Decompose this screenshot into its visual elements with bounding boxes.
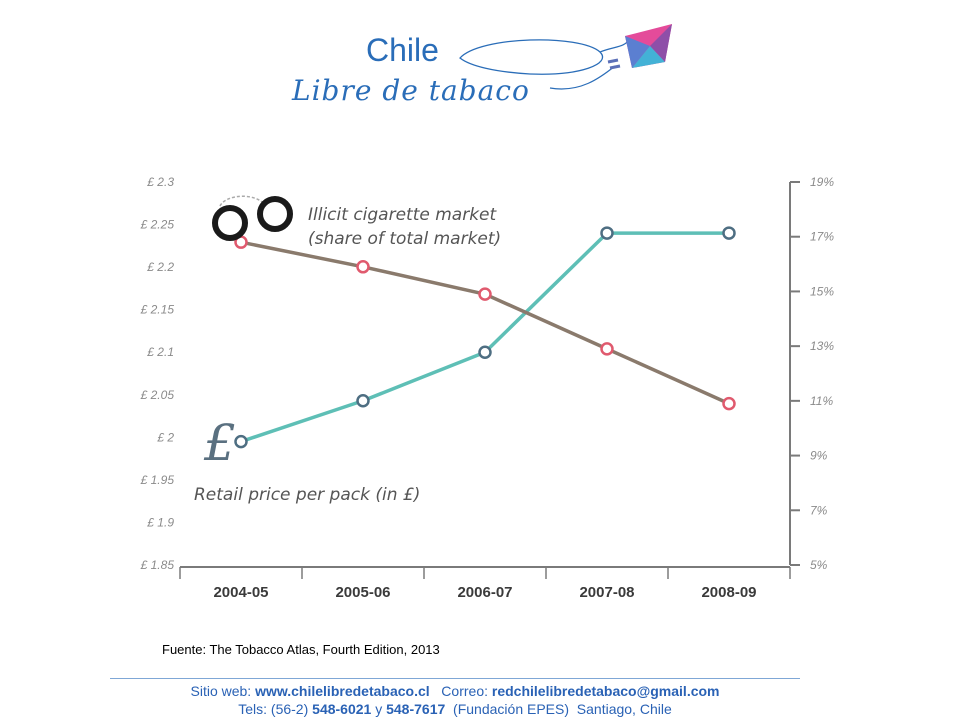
x-tick-label: 2005-06 — [335, 584, 390, 601]
illicit-series-line — [240, 240, 730, 406]
price-point — [722, 226, 736, 240]
footer-tel-sep: y — [371, 701, 387, 717]
kite-icon — [459, 24, 672, 90]
right-tick-label: 17% — [810, 230, 834, 244]
left-tick-label: £ 1.9 — [146, 515, 174, 529]
right-tick-label: 19% — [810, 175, 834, 189]
chart: £ 1.85 £ 1.9 £ 1.95 £ 2 £ 2.05 £ 2.1 £ 2.15 £ 2… — [120, 160, 840, 610]
footer-tel-label: Tels: (56-2) — [238, 701, 313, 717]
price-label: Retail price per pack (in £) — [194, 485, 420, 505]
phone-1: 548-6021 — [312, 701, 372, 717]
x-tick-label: 2006-07 — [457, 584, 512, 601]
left-tick-label: £ 2.1 — [146, 345, 174, 359]
left-tick-label: £ 2.15 — [140, 303, 175, 317]
right-tick-label: 5% — [810, 558, 828, 572]
footer: Sitio web: www.chilelibredetabaco.cl Cor… — [110, 682, 800, 718]
email-link[interactable]: redchilelibredetabaco@gmail.com — [491, 683, 720, 699]
pound-symbol: £ — [203, 414, 236, 472]
left-tick-label: £ 1.85 — [140, 558, 175, 572]
illicit-point — [356, 260, 370, 274]
illicit-point — [478, 287, 492, 301]
left-tick-label: £ 2 — [156, 430, 174, 444]
illicit-point — [600, 342, 614, 356]
price-series-line — [240, 231, 729, 444]
price-point — [478, 345, 492, 359]
right-tick-label: 15% — [810, 284, 834, 298]
illicit-point — [722, 396, 736, 411]
footer-line-1: Sitio web: www.chilelibredetabaco.cl Cor… — [110, 682, 800, 700]
x-tick-label: 2008-09 — [701, 584, 756, 601]
left-tick-label: £ 2.2 — [146, 260, 174, 274]
left-tick-label: £ 2.3 — [146, 175, 174, 189]
x-tick-label: 2007-08 — [579, 584, 634, 601]
price-point — [356, 393, 370, 408]
right-tick-label: 7% — [810, 503, 828, 517]
logo-subtitle: Libre de tabaco — [292, 74, 530, 107]
footer-mail-label: Correo: — [429, 683, 492, 699]
footer-line-2: Tels: (56-2) 548-6021 y 548-7617 (Fundac… — [110, 700, 800, 718]
right-tick-label: 11% — [810, 394, 833, 408]
website-link[interactable]: www.chilelibredetabaco.cl — [255, 683, 430, 699]
illicit-label-line-1: Illicit cigarette market — [308, 205, 498, 225]
price-point — [600, 226, 614, 240]
left-tick-label: £ 2.05 — [140, 388, 175, 402]
logo-title: Chile — [366, 32, 439, 68]
handcuffs-icon — [212, 195, 293, 241]
phone-2: 548-7617 — [386, 701, 446, 717]
left-tick-label: £ 1.95 — [140, 473, 175, 487]
right-tick-label: 13% — [810, 339, 834, 353]
chart-svg: £ 1.85 £ 1.9 £ 1.95 £ 2 £ 2.05 £ 2.1 £ 2.15 £ 2… — [140, 175, 835, 601]
illicit-label-line-2: (share of total market) — [308, 229, 501, 249]
x-tick-label: 2004-05 — [213, 584, 268, 601]
footer-divider — [110, 678, 800, 679]
footer-web-label: Sitio web: — [190, 683, 256, 699]
price-point — [234, 434, 248, 449]
logo: Chile Libre de tabaco — [280, 18, 700, 118]
footer-tel-rest: (Fundación EPES) Santiago, Chile — [445, 701, 672, 717]
right-tick-label: 9% — [810, 449, 828, 463]
source-note: Fuente: The Tobacco Atlas, Fourth Editio… — [162, 642, 440, 657]
left-tick-label: £ 2.25 — [140, 218, 175, 232]
